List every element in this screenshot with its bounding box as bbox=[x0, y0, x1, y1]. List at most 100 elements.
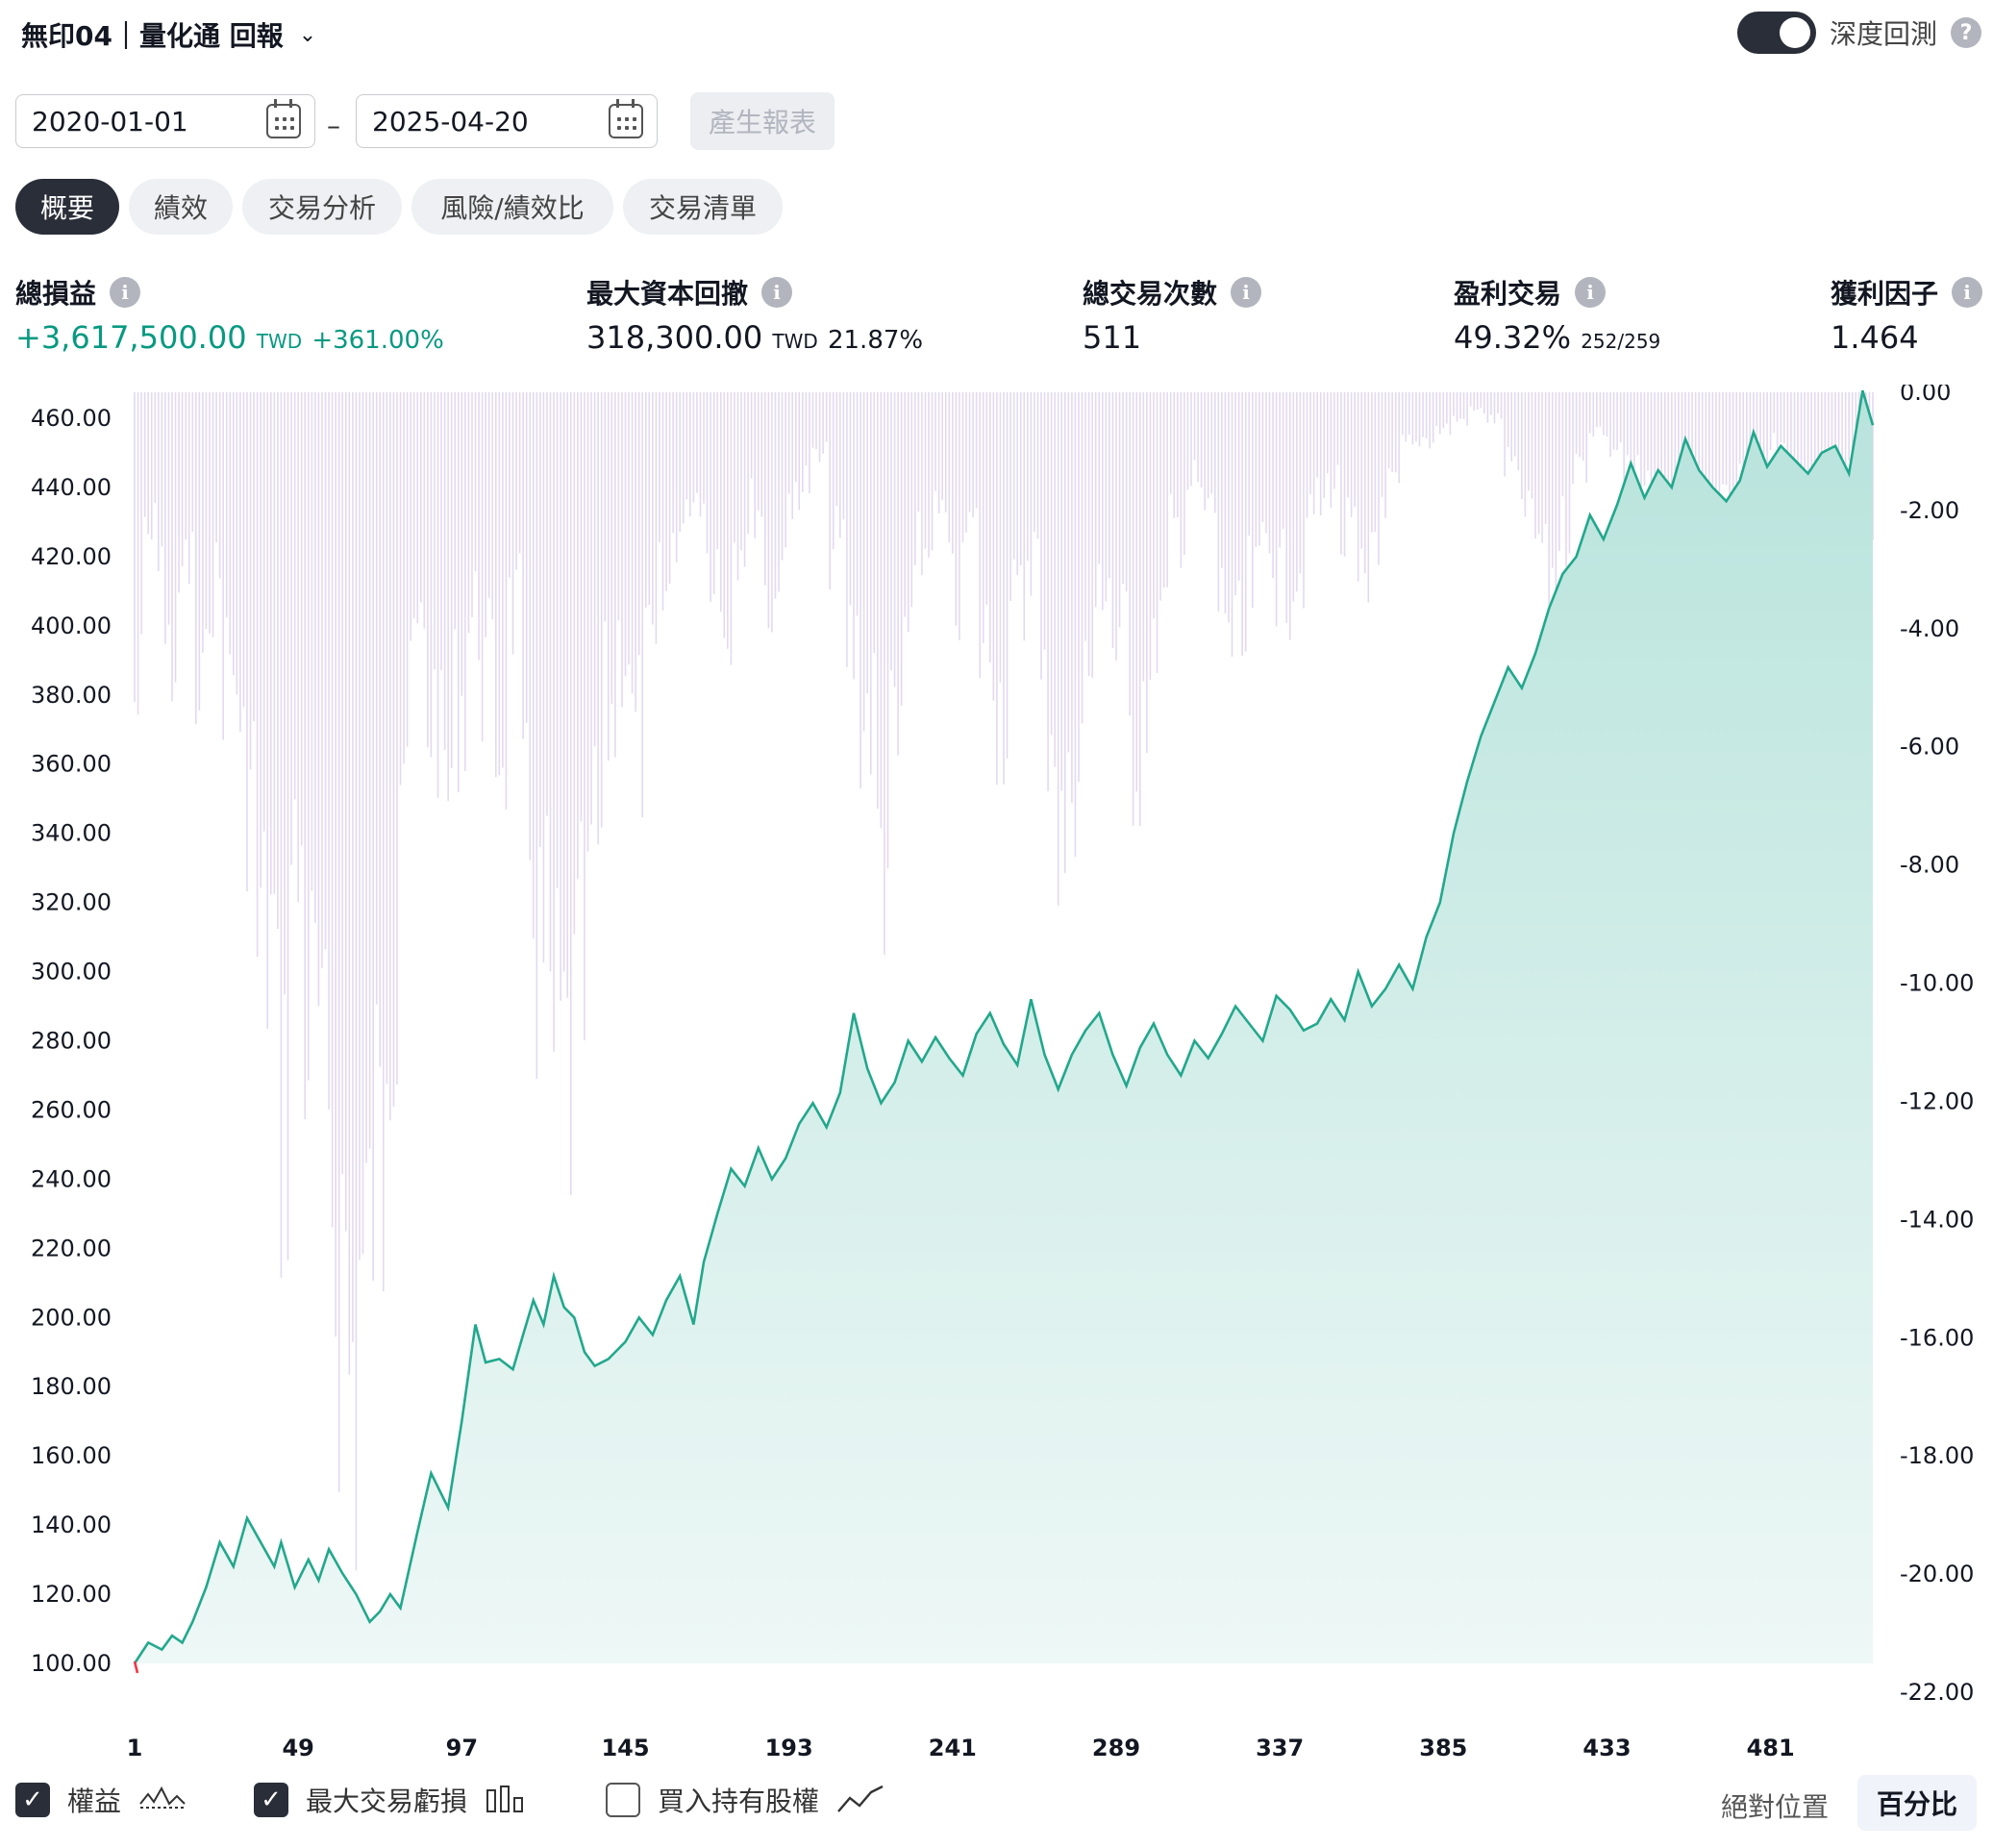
info-icon[interactable]: i bbox=[1231, 277, 1262, 308]
x-tick-label: 1 bbox=[127, 1735, 143, 1760]
metric-profit-factor-value: 1.464 bbox=[1831, 319, 1919, 356]
right-tick-label: -6.00 bbox=[1900, 734, 1959, 761]
report-title[interactable]: 無印04｜量化通 回報 ⌄ bbox=[21, 15, 316, 54]
metric-total-trades-label: 總交易次數 i bbox=[1083, 273, 1262, 312]
right-tick-label: -18.00 bbox=[1900, 1442, 1974, 1469]
equity-chart[interactable]: 460.00 440.00 420.00 400.00 380.00 360.00 340.… bbox=[0, 385, 1993, 1760]
x-tick-label: 193 bbox=[765, 1735, 813, 1760]
right-tick-label: -12.00 bbox=[1900, 1087, 1974, 1114]
left-tick-label: 400.00 bbox=[31, 612, 112, 639]
metric-label-text: 總損益 bbox=[15, 278, 97, 310]
metric-profit-factor-label: 獲利因子 i bbox=[1831, 273, 1983, 312]
left-tick-label: 320.00 bbox=[31, 889, 112, 916]
tab-trade-analysis[interactable]: 交易分析 bbox=[242, 179, 402, 235]
x-tick-label: 145 bbox=[601, 1735, 649, 1760]
left-tick-label: 260.00 bbox=[31, 1096, 112, 1123]
max-drawdown-amount: 318,300.00 bbox=[586, 319, 763, 356]
metric-total-trades-value: 511 bbox=[1083, 319, 1142, 356]
metric-label-text: 盈利交易 bbox=[1454, 278, 1562, 310]
date-to-input[interactable]: 2025-04-20 bbox=[356, 94, 658, 148]
max-drawdown-unit: TWD bbox=[772, 330, 818, 353]
max-drawdown-percent: 21.87% bbox=[827, 326, 924, 355]
net-profit-unit: TWD bbox=[256, 330, 303, 353]
deep-backtest-control: 深度回測 ? bbox=[1736, 12, 1981, 54]
left-tick-label: 340.00 bbox=[31, 820, 112, 847]
left-tick-label: 460.00 bbox=[31, 405, 112, 432]
drawdown-checkbox[interactable]: ✓ bbox=[254, 1783, 288, 1817]
info-icon[interactable]: i bbox=[110, 277, 141, 308]
right-tick-label: 0.00 bbox=[1900, 385, 1951, 406]
left-tick-label: 220.00 bbox=[31, 1235, 112, 1261]
date-to-value: 2025-04-20 bbox=[372, 105, 529, 137]
right-tick-label: -8.00 bbox=[1900, 852, 1959, 879]
bar-chart-icon bbox=[486, 1786, 524, 1812]
equity-checkbox[interactable]: ✓ bbox=[15, 1783, 50, 1817]
left-tick-label: 420.00 bbox=[31, 543, 112, 570]
x-tick-label: 241 bbox=[929, 1735, 977, 1760]
right-tick-label: -20.00 bbox=[1900, 1561, 1974, 1587]
x-tick-label: 97 bbox=[446, 1735, 478, 1760]
metric-max-drawdown-value: 318,300.00 TWD 21.87% bbox=[586, 319, 923, 356]
metric-net-profit-label: 總損益 i bbox=[15, 273, 141, 312]
x-axis: 1 49 97 145 193 241 289 337 385 433 481 bbox=[127, 1735, 1795, 1760]
net-profit-amount: +3,617,500.00 bbox=[15, 319, 247, 356]
date-from-value: 2020-01-01 bbox=[32, 105, 188, 137]
left-tick-label: 180.00 bbox=[31, 1373, 112, 1400]
equity-line-icon bbox=[139, 1786, 186, 1809]
legend-buy-hold-label: 買入持有股權 bbox=[658, 1786, 820, 1817]
generate-report-button[interactable]: 產生報表 bbox=[690, 92, 835, 150]
left-tick-label: 280.00 bbox=[31, 1028, 112, 1055]
left-tick-label: 200.00 bbox=[31, 1304, 112, 1331]
net-profit-percent: +361.00% bbox=[311, 326, 444, 355]
right-axis: 0.00 -2.00 -4.00 -6.00 -8.00 -10.00 -12.00 -14.… bbox=[1900, 385, 1974, 1706]
left-tick-label: 360.00 bbox=[31, 751, 112, 778]
metric-max-drawdown-label: 最大資本回撤 i bbox=[586, 273, 793, 312]
trend-line-icon bbox=[837, 1785, 884, 1812]
info-icon[interactable]: i bbox=[761, 277, 793, 308]
metric-label-text: 總交易次數 bbox=[1083, 278, 1218, 310]
right-tick-label: -16.00 bbox=[1900, 1324, 1974, 1351]
deep-backtest-label: 深度回測 bbox=[1829, 18, 1937, 50]
info-icon[interactable]: i bbox=[1952, 277, 1983, 308]
percent-button[interactable]: 百分比 bbox=[1857, 1775, 1977, 1831]
toggle-knob bbox=[1779, 17, 1810, 48]
buy-hold-checkbox[interactable] bbox=[606, 1783, 640, 1817]
right-tick-label: -14.00 bbox=[1900, 1206, 1974, 1233]
metric-profitable-value: 49.32% 252/259 bbox=[1454, 319, 1660, 356]
x-tick-label: 337 bbox=[1256, 1735, 1304, 1760]
info-icon[interactable]: i bbox=[1575, 277, 1607, 308]
help-icon[interactable]: ? bbox=[1951, 17, 1981, 48]
left-tick-label: 440.00 bbox=[31, 474, 112, 501]
right-tick-label: -10.00 bbox=[1900, 970, 1974, 997]
right-tick-label: -4.00 bbox=[1900, 615, 1959, 642]
left-tick-label: 240.00 bbox=[31, 1165, 112, 1192]
left-tick-label: 300.00 bbox=[31, 959, 112, 986]
legend-equity[interactable]: ✓ 權益 bbox=[15, 1781, 187, 1819]
profitable-percent: 49.32% bbox=[1454, 319, 1572, 356]
left-tick-label: 120.00 bbox=[31, 1581, 112, 1608]
calendar-icon[interactable] bbox=[609, 99, 643, 138]
metric-label-text: 最大資本回撤 bbox=[586, 278, 749, 310]
equity-line bbox=[133, 389, 1875, 1664]
legend-max-trade-drawdown[interactable]: ✓ 最大交易虧損 bbox=[254, 1781, 527, 1819]
x-tick-label: 481 bbox=[1747, 1735, 1795, 1760]
equity-first-loss bbox=[133, 1661, 139, 1674]
metric-label-text: 獲利因子 bbox=[1831, 278, 1939, 310]
tab-overview[interactable]: 概要 bbox=[15, 179, 119, 235]
tab-performance[interactable]: 績效 bbox=[129, 179, 233, 235]
absolute-position-button[interactable]: 絕對位置 bbox=[1721, 1791, 1830, 1823]
profitable-ratio: 252/259 bbox=[1581, 330, 1661, 353]
metric-profitable-label: 盈利交易 i bbox=[1454, 273, 1607, 312]
left-tick-label: 100.00 bbox=[31, 1650, 112, 1677]
tab-risk-ratio[interactable]: 風險/績效比 bbox=[411, 179, 613, 235]
calendar-icon[interactable] bbox=[266, 99, 301, 138]
legend-equity-label: 權益 bbox=[67, 1786, 122, 1817]
legend-buy-hold[interactable]: 買入持有股權 bbox=[606, 1781, 884, 1819]
date-from-input[interactable]: 2020-01-01 bbox=[15, 94, 315, 148]
deep-backtest-toggle[interactable] bbox=[1736, 12, 1816, 54]
equity-area bbox=[135, 390, 1873, 1664]
chevron-down-icon[interactable]: ⌄ bbox=[298, 22, 317, 47]
right-tick-label: -2.00 bbox=[1900, 497, 1959, 524]
tab-trade-list[interactable]: 交易清單 bbox=[623, 179, 783, 235]
metric-net-profit-value: +3,617,500.00 TWD +361.00% bbox=[15, 319, 444, 356]
